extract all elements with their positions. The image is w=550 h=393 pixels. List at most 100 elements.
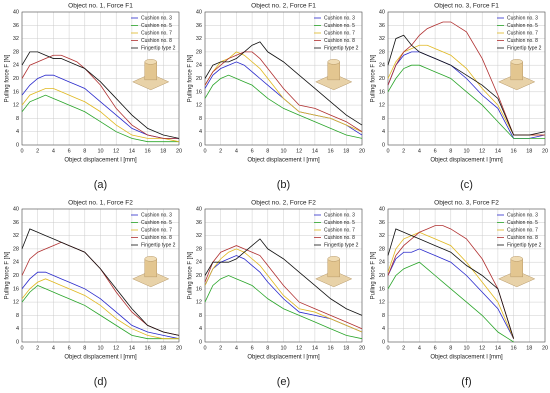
y-tick-label: 12 [379, 103, 385, 109]
legend-label: Cushion no. 3 [324, 212, 355, 218]
y-tick-label: 4 [382, 129, 385, 135]
x-tick-label: 12 [113, 345, 119, 351]
legend-label: Cushion no. 8 [507, 235, 538, 241]
series-line [204, 74, 363, 139]
x-tick-label: 8 [266, 148, 269, 154]
x-tick-label: 2 [36, 148, 39, 154]
series-line [204, 248, 363, 333]
y-tick-label: 0 [16, 142, 19, 148]
series-line [387, 231, 514, 339]
legend-label: Cushion no. 3 [141, 212, 172, 218]
y-tick-label: 32 [379, 233, 385, 239]
legend-label: Cushion no. 3 [141, 15, 172, 21]
y-tick-label: 0 [199, 142, 202, 148]
series-line [387, 21, 545, 136]
legend-label: Cushion no. 5 [507, 23, 538, 29]
series-line [387, 225, 514, 339]
x-tick-label: 18 [526, 345, 532, 351]
x-tick-label: 18 [526, 148, 532, 154]
y-tick-label: 24 [379, 260, 385, 266]
x-tick-label: 14 [129, 148, 135, 154]
series-line [204, 51, 363, 133]
series-line [204, 275, 363, 340]
x-tick-label: 4 [235, 345, 238, 351]
x-tick-label: 14 [495, 345, 501, 351]
x-tick-label: 8 [449, 148, 452, 154]
legend-label: Cushion no. 3 [507, 212, 538, 218]
x-tick-label: 20 [176, 345, 182, 351]
y-axis-label: Pulling force F [N] [371, 251, 377, 299]
legend-label: Cushion no. 3 [324, 15, 355, 21]
y-tick-label: 24 [196, 63, 202, 69]
x-axis-label: Object displacement l [mm] [64, 355, 137, 361]
y-axis-label: Pulling force F [N] [188, 251, 194, 299]
x-tick-label: 2 [36, 345, 39, 351]
y-tick-label: 16 [379, 89, 385, 95]
y-axis-label: Pulling force F [N] [5, 54, 11, 102]
x-tick-label: 20 [542, 148, 548, 154]
x-tick-label: 12 [296, 345, 302, 351]
series-line [204, 51, 363, 133]
x-tick-label: 18 [343, 345, 349, 351]
series-line [21, 88, 180, 143]
y-tick-label: 16 [379, 286, 385, 292]
y-axis-label: Pulling force F [N] [371, 54, 377, 102]
legend-label: Cushion no. 5 [141, 23, 172, 29]
y-tick-label: 24 [379, 63, 385, 69]
y-tick-label: 28 [196, 49, 202, 55]
y-tick-label: 40 [196, 9, 202, 15]
series-line [204, 41, 363, 126]
series-line [387, 248, 514, 339]
y-axis-label: Pulling force F [N] [5, 251, 11, 299]
legend-label: Fingertip type 2 [507, 45, 542, 51]
x-tick-label: 6 [434, 148, 437, 154]
x-tick-label: 6 [434, 345, 437, 351]
panel-label: (a) [94, 179, 107, 191]
x-tick-label: 8 [449, 345, 452, 351]
x-axis-label: Object displacement l [mm] [430, 355, 503, 361]
y-tick-label: 8 [16, 313, 19, 319]
legend-label: Cushion no. 5 [324, 220, 355, 226]
y-tick-label: 20 [379, 273, 385, 279]
y-tick-label: 40 [13, 206, 19, 212]
x-tick-label: 16 [328, 345, 334, 351]
x-tick-label: 16 [145, 148, 151, 154]
series-line [387, 261, 514, 343]
y-tick-label: 28 [379, 246, 385, 252]
series-line [387, 44, 545, 136]
x-tick-label: 2 [219, 148, 222, 154]
y-tick-label: 40 [13, 9, 19, 15]
y-tick-label: 12 [13, 300, 19, 306]
y-tick-label: 24 [13, 63, 19, 69]
x-axis-label: Object displacement l [mm] [430, 158, 503, 164]
x-tick-label: 6 [251, 148, 254, 154]
y-tick-label: 32 [13, 233, 19, 239]
panel-label: (e) [277, 376, 290, 388]
legend-label: Cushion no. 5 [141, 220, 172, 226]
x-tick-label: 12 [113, 148, 119, 154]
x-tick-label: 16 [145, 345, 151, 351]
chart-title: Object no. 3, Force F1 [434, 3, 499, 10]
legend-label: Fingertip type 2 [324, 242, 359, 248]
y-tick-label: 40 [379, 9, 385, 15]
y-tick-label: 16 [196, 286, 202, 292]
panel-label: (c) [460, 179, 473, 191]
y-tick-label: 0 [382, 339, 385, 345]
series-line [21, 51, 180, 139]
legend-label: Cushion no. 8 [141, 38, 172, 44]
x-tick-label: 0 [203, 148, 206, 154]
y-tick-label: 36 [379, 23, 385, 29]
x-tick-label: 6 [251, 345, 254, 351]
x-tick-label: 14 [312, 148, 318, 154]
x-tick-label: 10 [97, 148, 103, 154]
legend-label: Cushion no. 8 [324, 235, 355, 241]
x-tick-label: 6 [68, 345, 71, 351]
legend-label: Cushion no. 7 [324, 227, 355, 233]
y-tick-label: 36 [13, 220, 19, 226]
x-axis-label: Object displacement l [mm] [247, 355, 320, 361]
x-tick-label: 2 [402, 345, 405, 351]
x-tick-label: 2 [219, 345, 222, 351]
x-tick-label: 10 [463, 148, 469, 154]
